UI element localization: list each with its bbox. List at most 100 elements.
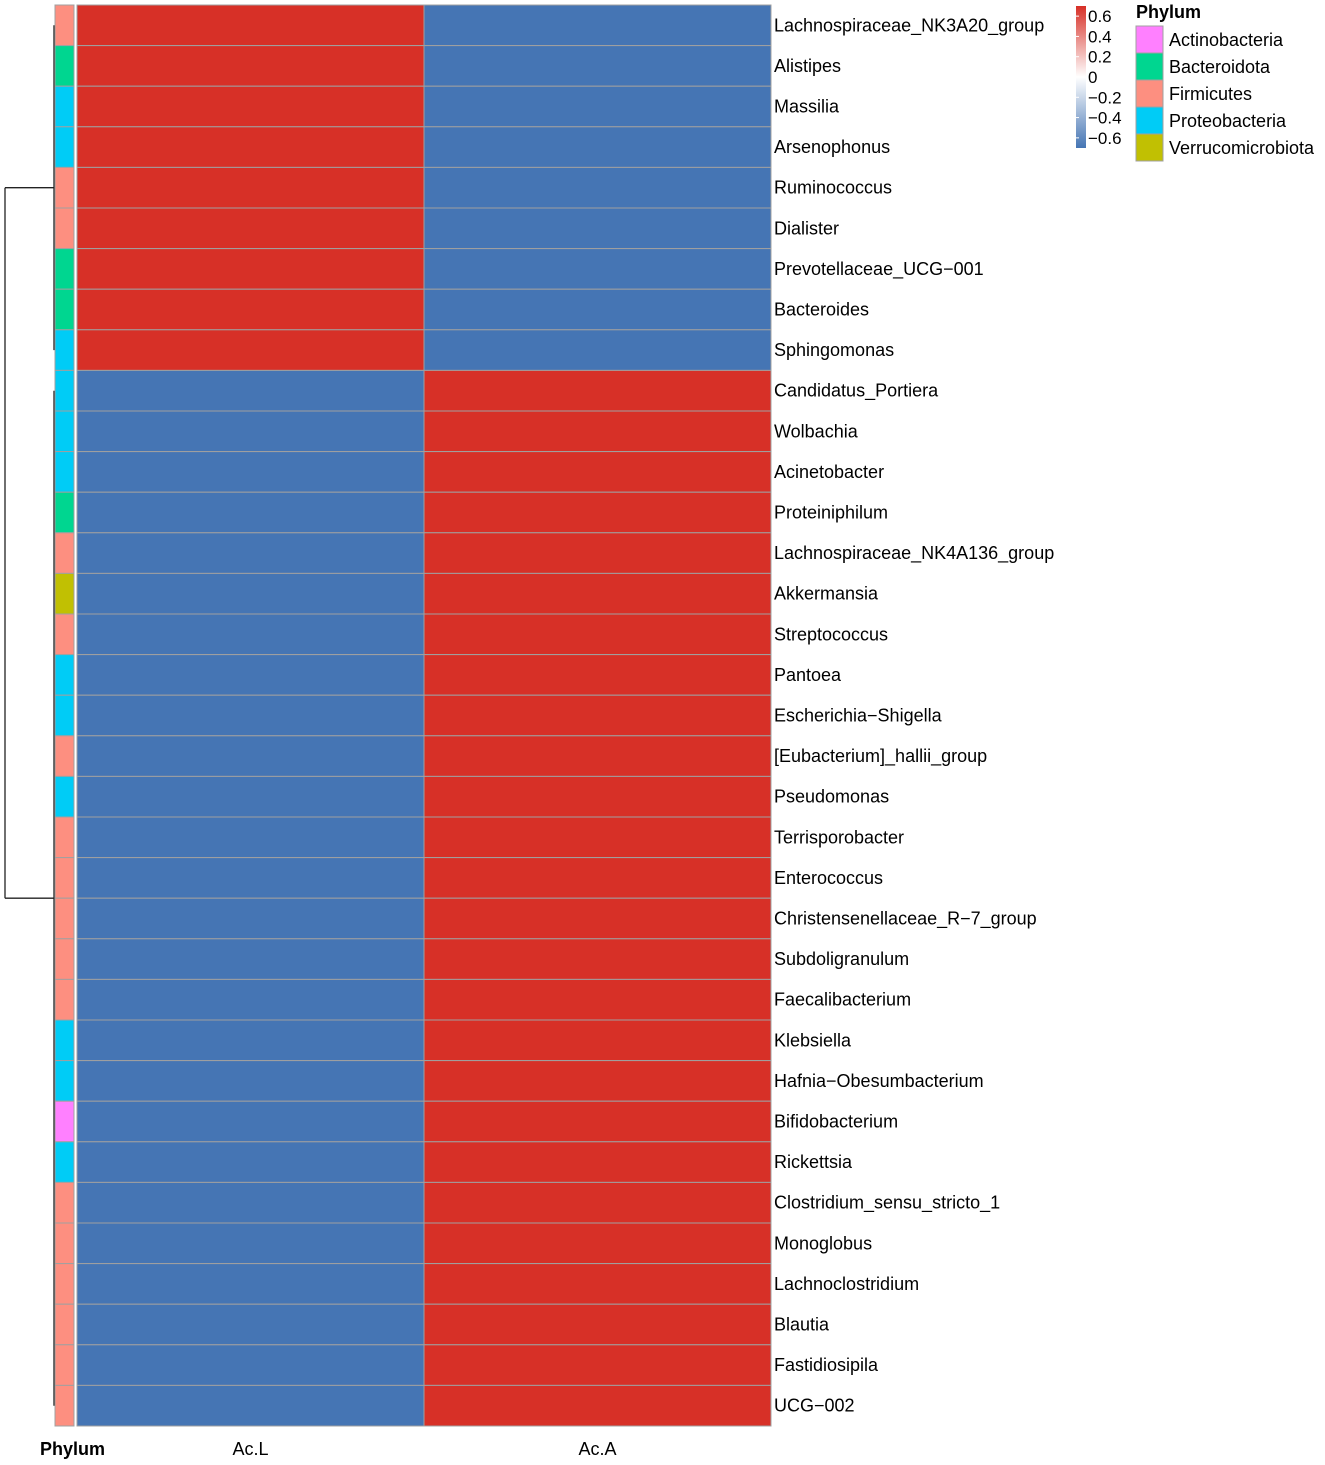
row-label: Christensenellaceae_R−7_group bbox=[774, 909, 1037, 930]
legend-item-label: Proteobacteria bbox=[1169, 111, 1287, 131]
heatmap-cell bbox=[423, 1019, 772, 1062]
legend-swatch bbox=[1135, 133, 1164, 162]
row-label: Dialister bbox=[774, 218, 839, 238]
heatmap-cell bbox=[76, 694, 425, 737]
heatmap-cell bbox=[423, 451, 772, 493]
phylum-annotation-cell bbox=[54, 369, 75, 412]
phylum-annotation-cell bbox=[54, 4, 75, 47]
heatmap-cell bbox=[76, 207, 425, 250]
heatmap-cell bbox=[423, 4, 772, 47]
heatmap-cell bbox=[76, 248, 425, 290]
row-label: Lachnoclostridium bbox=[774, 1274, 919, 1294]
color-scale-tick-label: −0.4 bbox=[1088, 109, 1122, 128]
heatmap-cell bbox=[76, 735, 425, 777]
row-label: Alistipes bbox=[774, 56, 841, 76]
heatmap-cell bbox=[423, 613, 772, 656]
row-label: Hafnia−Obesumbacterium bbox=[774, 1071, 984, 1091]
phylum-legend: Phylum Actinobacteria Bacteroidota Firmicut… bbox=[1135, 2, 1315, 162]
heatmap-cell bbox=[423, 329, 772, 371]
heatmap-cell bbox=[423, 775, 772, 818]
heatmap-cell bbox=[423, 532, 772, 574]
heatmap-cell bbox=[423, 857, 772, 899]
heatmap-cell bbox=[423, 288, 772, 331]
phylum-annotation-cell bbox=[54, 1344, 75, 1386]
heatmap-cells bbox=[76, 4, 772, 1427]
heatmap-cell bbox=[76, 166, 425, 209]
heatmap-cell bbox=[423, 369, 772, 412]
heatmap-cell bbox=[76, 816, 425, 859]
phylum-annotation-cell bbox=[54, 410, 75, 453]
heatmap-cell bbox=[76, 1222, 425, 1265]
heatmap-cell bbox=[76, 1384, 425, 1427]
heatmap-cell bbox=[423, 1181, 772, 1224]
heatmap-cell bbox=[76, 126, 425, 168]
phylum-annotation-cell bbox=[54, 938, 75, 980]
phylum-annotation-cell bbox=[54, 1141, 75, 1183]
row-label: Rickettsia bbox=[774, 1152, 853, 1172]
column-label: Ac.A bbox=[578, 1439, 616, 1459]
row-label: Enterococcus bbox=[774, 868, 883, 888]
phylum-annotation-cell bbox=[54, 1222, 75, 1265]
phylum-annotation-cell bbox=[54, 329, 75, 371]
phylum-annotation-cell bbox=[54, 1384, 75, 1427]
heatmap-cell bbox=[76, 288, 425, 331]
legend-title: Phylum bbox=[1136, 2, 1201, 22]
row-label: Clostridium_sensu_stricto_1 bbox=[774, 1193, 1000, 1214]
phylum-annotation-cell bbox=[54, 897, 75, 940]
heatmap-cell bbox=[423, 654, 772, 696]
row-label: Monoglobus bbox=[774, 1233, 872, 1253]
row-label: [Eubacterium]_hallii_group bbox=[774, 746, 987, 767]
legend-swatch bbox=[1135, 106, 1164, 135]
legend-item-label: Bacteroidota bbox=[1169, 57, 1271, 77]
row-label: Escherichia−Shigella bbox=[774, 706, 943, 726]
heatmap-cell bbox=[423, 410, 772, 453]
heatmap-cell bbox=[423, 816, 772, 859]
row-label: Candidatus_Portiera bbox=[774, 381, 939, 402]
color-scale-tick-label: −0.2 bbox=[1088, 88, 1122, 107]
color-scale-tick-label: 0.6 bbox=[1088, 7, 1112, 26]
heatmap-cell bbox=[76, 1181, 425, 1224]
heatmap-cell bbox=[76, 329, 425, 371]
heatmap-cell bbox=[76, 978, 425, 1021]
phylum-annotation-cell bbox=[54, 857, 75, 899]
heatmap-cell bbox=[423, 1344, 772, 1386]
row-label: Wolbachia bbox=[774, 421, 859, 441]
color-scale-tick-label: 0 bbox=[1088, 68, 1097, 87]
heatmap-cell bbox=[76, 45, 425, 87]
column-labels: Phylum Ac.L Ac.A bbox=[40, 1439, 617, 1459]
phylum-annotation-cell bbox=[54, 1019, 75, 1062]
heatmap-cell bbox=[423, 1263, 772, 1305]
phylum-annotation-cell bbox=[54, 572, 75, 615]
phylum-annotation-cell bbox=[54, 288, 75, 331]
row-label: Blautia bbox=[774, 1315, 830, 1335]
column-label: Ac.L bbox=[232, 1439, 268, 1459]
phylum-annotation-cell bbox=[54, 451, 75, 493]
heatmap-cell bbox=[76, 491, 425, 534]
row-label: Fastidiosipila bbox=[774, 1355, 879, 1375]
row-label: Acinetobacter bbox=[774, 462, 884, 482]
heatmap-cell bbox=[423, 491, 772, 534]
heatmap-cell bbox=[76, 369, 425, 412]
legend-item-label: Verrucomicrobiota bbox=[1169, 138, 1315, 158]
row-label: Ruminococcus bbox=[774, 178, 892, 198]
phylum-annotation-cell bbox=[54, 978, 75, 1021]
phylum-annotation-column bbox=[54, 4, 75, 1427]
phylum-annotation-cell bbox=[54, 1181, 75, 1224]
heatmap-cell bbox=[76, 897, 425, 940]
color-scale-bar bbox=[1076, 6, 1086, 148]
heatmap-cell bbox=[423, 572, 772, 615]
phylum-annotation-cell bbox=[54, 1060, 75, 1102]
heatmap-cell bbox=[76, 775, 425, 818]
phylum-annotation-cell bbox=[54, 532, 75, 574]
annotation-axis-label: Phylum bbox=[40, 1439, 105, 1459]
phylum-annotation-cell bbox=[54, 613, 75, 656]
row-dendrogram bbox=[4, 25, 55, 1406]
legend-item-label: Actinobacteria bbox=[1169, 30, 1284, 50]
heatmap-cell bbox=[76, 857, 425, 899]
heatmap-cell bbox=[423, 207, 772, 250]
row-label: Bacteroides bbox=[774, 300, 869, 320]
row-label: Lachnospiraceae_NK3A20_group bbox=[774, 15, 1044, 36]
heatmap-cell bbox=[76, 1060, 425, 1102]
color-scale-legend: 0.60.4 0.20−0.2 −0.4−0.6 bbox=[1076, 6, 1122, 148]
